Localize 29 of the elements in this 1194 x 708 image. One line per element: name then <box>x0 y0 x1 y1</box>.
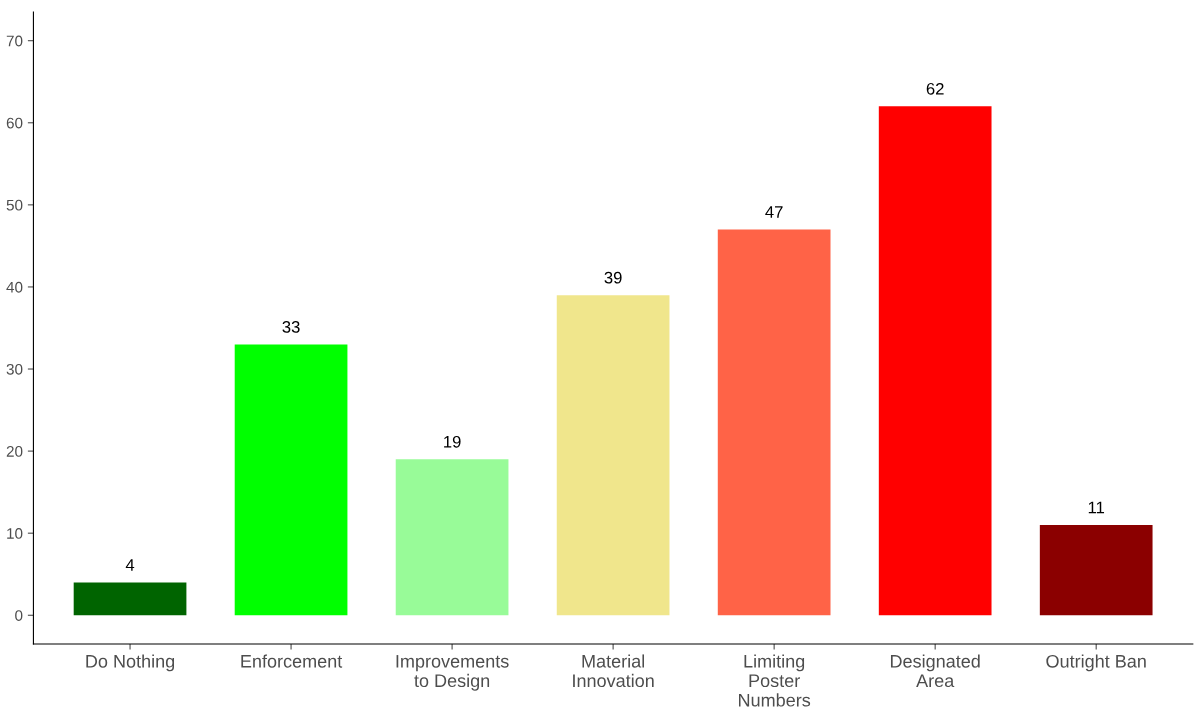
y-tick-label: 50 <box>6 199 23 211</box>
x-tick-label: Outright Ban <box>1046 654 1146 672</box>
data-label: 19 <box>444 435 461 448</box>
bar <box>234 344 348 616</box>
y-tick-label: 20 <box>6 445 23 457</box>
x-tick-label: Limiting Poster Numbers <box>739 654 811 707</box>
data-label: 11 <box>1088 501 1105 514</box>
bar <box>717 229 831 616</box>
bar <box>1039 524 1153 616</box>
data-label: 62 <box>926 82 944 95</box>
y-tick-label: 30 <box>6 363 23 375</box>
bar <box>73 582 187 616</box>
data-label: 39 <box>604 271 622 284</box>
y-tick-label: 60 <box>6 117 23 129</box>
y-tick-label: 0 <box>15 610 23 621</box>
bar <box>878 106 992 616</box>
data-label: 33 <box>282 320 300 333</box>
y-tick-label: 70 <box>6 35 23 47</box>
x-tick-label: Enforcement <box>241 654 343 668</box>
bar <box>395 459 509 616</box>
bar <box>556 295 670 616</box>
x-tick-label: Improvements to Design <box>396 655 509 691</box>
y-tick-label: 40 <box>6 281 23 293</box>
data-label: 47 <box>765 206 783 218</box>
y-tick-label: 10 <box>7 528 23 539</box>
x-tick-label: Do Nothing <box>86 654 175 672</box>
x-tick-label: Material Innovation <box>573 654 654 688</box>
x-tick-label: Designated Area <box>890 654 980 688</box>
data-label: 4 <box>125 559 135 571</box>
